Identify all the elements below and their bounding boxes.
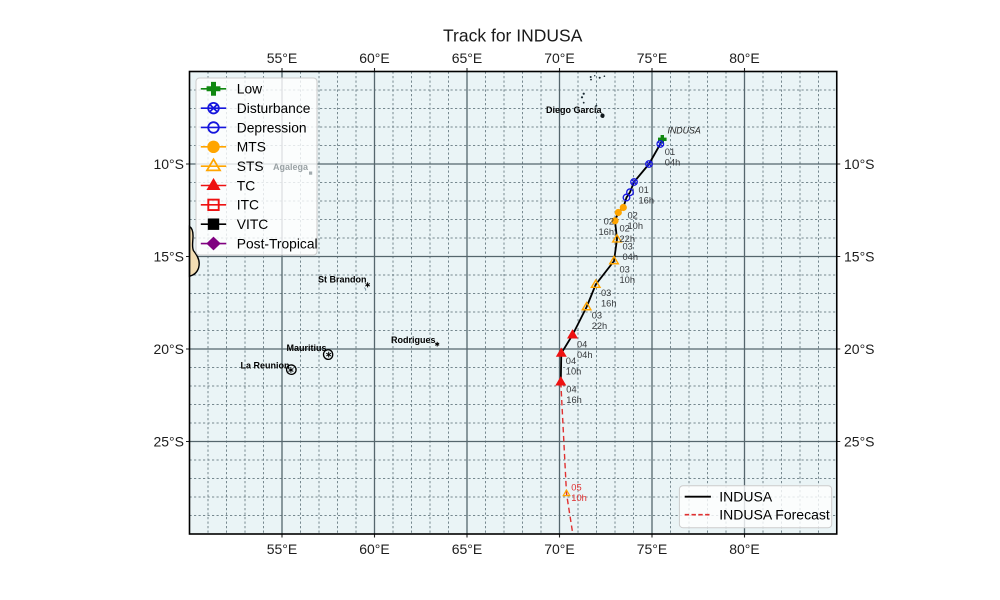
svg-text:55°E: 55°E bbox=[267, 541, 298, 557]
svg-text:03: 03 bbox=[623, 241, 633, 251]
svg-text:16h: 16h bbox=[639, 195, 655, 205]
svg-text:01: 01 bbox=[665, 147, 675, 157]
svg-text:03: 03 bbox=[601, 288, 611, 298]
svg-text:10°S: 10°S bbox=[844, 156, 875, 172]
svg-text:75°E: 75°E bbox=[637, 50, 668, 66]
svg-text:Post-Tropical: Post-Tropical bbox=[237, 236, 318, 251]
svg-text:STS: STS bbox=[237, 159, 264, 174]
svg-text:02: 02 bbox=[604, 216, 614, 226]
svg-text:10h: 10h bbox=[566, 366, 582, 376]
svg-text:22h: 22h bbox=[592, 321, 608, 331]
svg-text:10h: 10h bbox=[620, 275, 636, 285]
svg-text:10h: 10h bbox=[571, 493, 587, 503]
svg-text:Depression: Depression bbox=[237, 120, 307, 135]
svg-text:20°S: 20°S bbox=[153, 341, 184, 357]
svg-text:Rodrigues: Rodrigues bbox=[391, 335, 436, 345]
svg-text:65°E: 65°E bbox=[452, 541, 483, 557]
svg-text:Agalega: Agalega bbox=[273, 162, 309, 172]
svg-text:55°E: 55°E bbox=[267, 50, 298, 66]
svg-text:15°S: 15°S bbox=[844, 249, 875, 265]
svg-text:25°S: 25°S bbox=[153, 434, 184, 450]
svg-text:04: 04 bbox=[566, 356, 576, 366]
svg-text:03: 03 bbox=[620, 264, 630, 274]
svg-text:16h: 16h bbox=[598, 227, 614, 237]
svg-text:75°E: 75°E bbox=[637, 541, 668, 557]
svg-text:Low: Low bbox=[237, 82, 262, 97]
svg-text:16h: 16h bbox=[601, 298, 617, 308]
svg-text:01: 01 bbox=[639, 185, 649, 195]
svg-text:TC: TC bbox=[237, 178, 255, 193]
svg-text:Diego Garcia: Diego Garcia bbox=[546, 105, 603, 115]
svg-text:22h: 22h bbox=[620, 234, 636, 244]
svg-text:Mauritius: Mauritius bbox=[286, 343, 326, 353]
svg-text:Track for INDUSA: Track for INDUSA bbox=[443, 26, 583, 46]
svg-text:INDUSA: INDUSA bbox=[719, 489, 773, 505]
svg-text:04h: 04h bbox=[665, 158, 681, 168]
svg-text:02: 02 bbox=[628, 210, 638, 220]
svg-text:04: 04 bbox=[577, 340, 587, 350]
svg-text:10°S: 10°S bbox=[153, 156, 184, 172]
svg-text:Disturbance: Disturbance bbox=[237, 101, 311, 116]
svg-text:ITC: ITC bbox=[237, 198, 259, 213]
svg-text:70°E: 70°E bbox=[544, 541, 575, 557]
svg-text:15°S: 15°S bbox=[153, 249, 184, 265]
svg-text:60°E: 60°E bbox=[359, 541, 390, 557]
svg-text:80°E: 80°E bbox=[729, 541, 760, 557]
svg-text:04h: 04h bbox=[623, 252, 639, 262]
svg-text:04: 04 bbox=[566, 385, 576, 395]
svg-text:02: 02 bbox=[620, 223, 630, 233]
svg-text:80°E: 80°E bbox=[729, 50, 760, 66]
svg-text:16h: 16h bbox=[566, 395, 582, 405]
svg-text:INDUSA Forecast: INDUSA Forecast bbox=[719, 507, 830, 523]
svg-text:70°E: 70°E bbox=[544, 50, 575, 66]
svg-text:VITC: VITC bbox=[237, 217, 268, 232]
svg-text:St Brandon: St Brandon bbox=[318, 275, 367, 285]
svg-text:10h: 10h bbox=[628, 221, 644, 231]
svg-text:04h: 04h bbox=[577, 350, 593, 360]
svg-text:05: 05 bbox=[571, 482, 581, 492]
svg-text:INDUSA: INDUSA bbox=[668, 126, 701, 136]
svg-text:65°E: 65°E bbox=[452, 50, 483, 66]
svg-text:03: 03 bbox=[592, 311, 602, 321]
svg-text:MTS: MTS bbox=[237, 140, 266, 155]
svg-text:La Reunion: La Reunion bbox=[241, 361, 290, 371]
svg-text:25°S: 25°S bbox=[844, 434, 875, 450]
svg-text:60°E: 60°E bbox=[359, 50, 390, 66]
svg-text:20°S: 20°S bbox=[844, 341, 875, 357]
